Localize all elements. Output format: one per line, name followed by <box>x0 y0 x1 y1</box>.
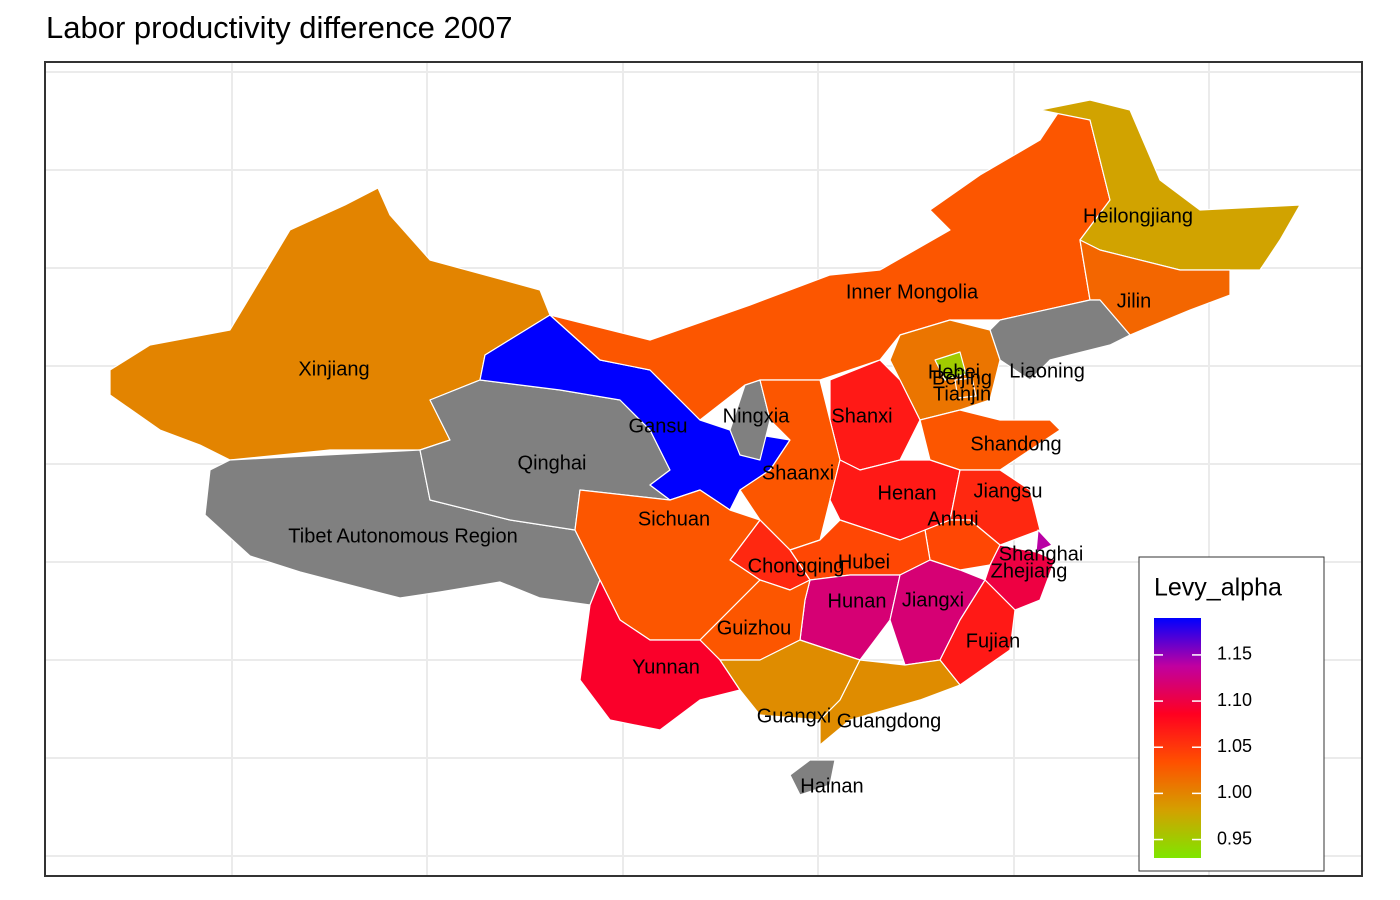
region-label: Henan <box>878 482 937 504</box>
colorbar <box>1154 618 1201 858</box>
regions <box>109 99 1301 796</box>
region-label: Hunan <box>828 590 887 612</box>
region <box>819 659 961 746</box>
region-label: Inner Mongolia <box>846 281 979 303</box>
region-label: Hebei <box>928 361 980 383</box>
region <box>934 351 967 381</box>
region-labels: Xinjiang Tibet Autonomous Region Qinghai Ga… <box>288 205 1193 797</box>
region <box>579 579 741 731</box>
region-label: Shandong <box>970 433 1061 455</box>
map-title: Labor productivity difference 2007 <box>46 10 512 45</box>
region <box>789 759 836 796</box>
region-label: Sichuan <box>638 508 710 530</box>
legend-tick-label: 1.00 <box>1217 782 1252 802</box>
panel-border <box>44 61 1363 877</box>
region-label: Guizhou <box>717 617 792 639</box>
region <box>1035 529 1053 553</box>
region-label: Shaanxi <box>762 462 834 484</box>
region <box>1039 99 1301 271</box>
region-label: Gansu <box>629 415 688 437</box>
region-label: Liaoning <box>1009 360 1085 382</box>
region-label: Beijing <box>932 367 992 389</box>
legend-tick-label: 0.95 <box>1217 828 1252 848</box>
region-label: Tianjin <box>933 383 991 405</box>
region-label: Jilin <box>1117 290 1151 312</box>
region-label: Jiangxi <box>902 589 964 611</box>
region-label: Tibet Autonomous Region <box>288 525 517 547</box>
legend-title: Levy_alpha <box>1154 574 1282 602</box>
region-label: Chongqing <box>748 555 845 577</box>
region-label: Zhejiang <box>991 560 1068 582</box>
region-label: Shanxi <box>831 405 892 427</box>
region-label: Hubei <box>838 551 890 573</box>
region <box>719 639 861 721</box>
region <box>954 377 977 399</box>
region-label: Fujian <box>966 630 1020 652</box>
region-label: Ningxia <box>723 405 791 427</box>
region-label: Anhui <box>927 508 978 530</box>
region <box>989 299 1131 381</box>
region-label: Shanghai <box>999 543 1084 565</box>
legend-tick-label: 1.05 <box>1217 736 1252 756</box>
region-label: Heilongjiang <box>1083 205 1193 227</box>
region-label: Hainan <box>800 775 863 797</box>
legend: Levy_alpha 0.95 1.00 1.05 1.10 1.15 <box>1138 556 1325 872</box>
region-label: Qinghai <box>518 452 587 474</box>
region-label: Yunnan <box>632 656 700 678</box>
region-label: Jiangsu <box>974 480 1043 502</box>
legend-tick-label: 1.10 <box>1217 690 1252 710</box>
region-label: Guangdong <box>837 710 942 732</box>
region-label: Xinjiang <box>298 358 369 380</box>
region-label: Guangxi <box>757 705 832 727</box>
legend-tick-label: 1.15 <box>1217 644 1252 664</box>
